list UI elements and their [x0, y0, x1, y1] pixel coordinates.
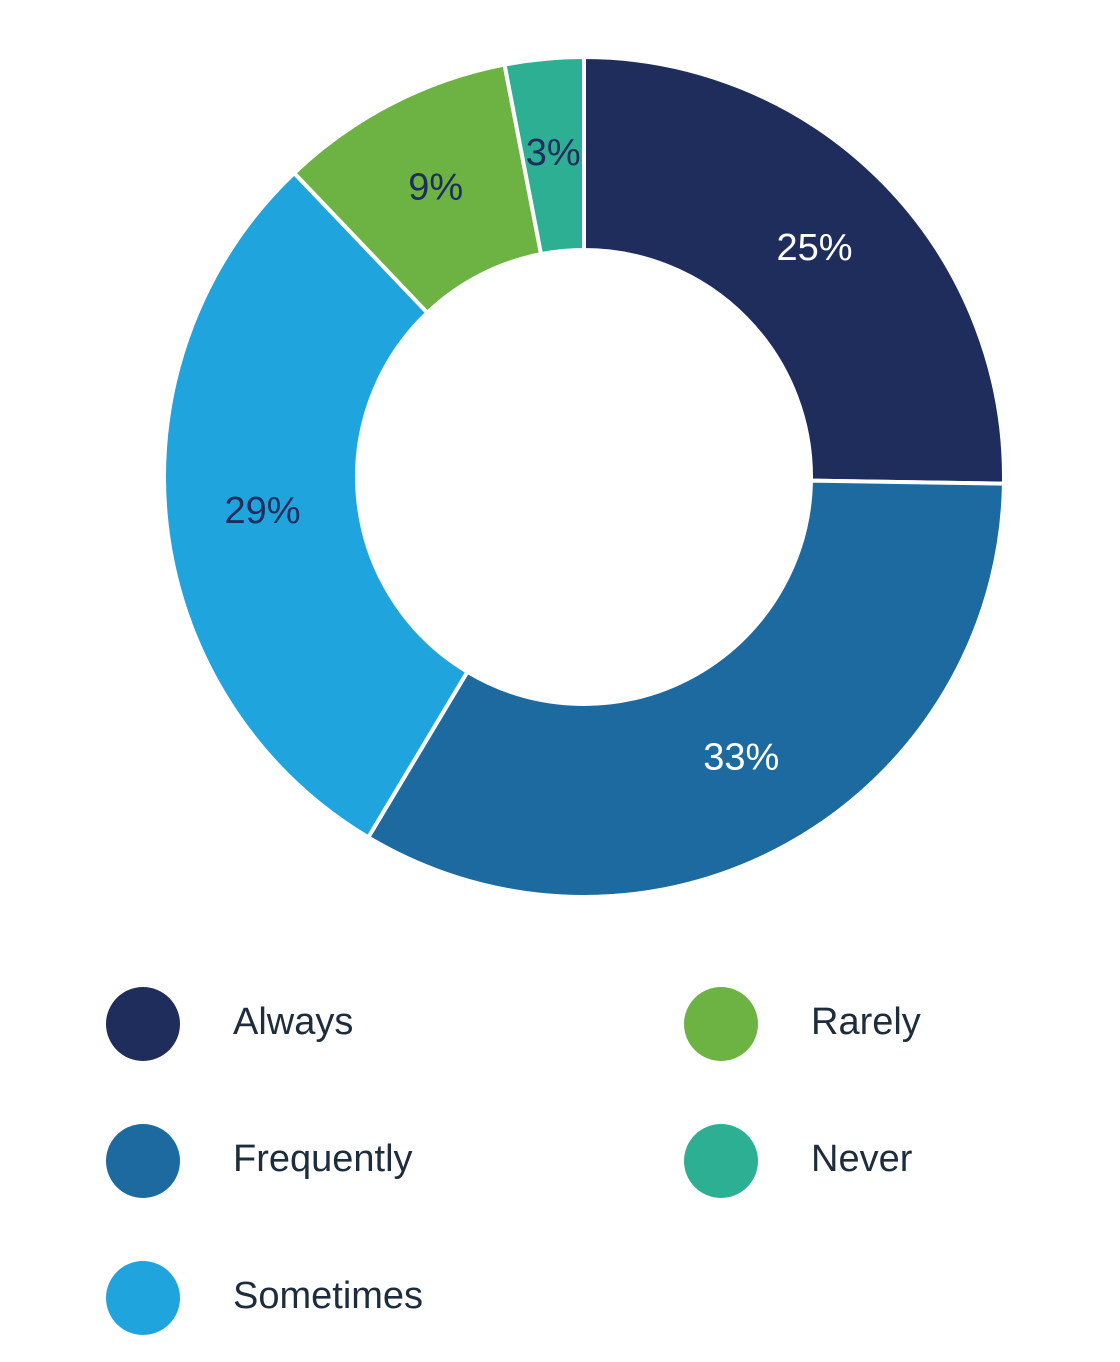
legend-swatch — [106, 987, 180, 1061]
donut-slice — [502, 54, 586, 257]
legend-label: Never — [811, 1138, 913, 1180]
legend-label: Rarely — [811, 1001, 921, 1043]
donut-slice — [582, 54, 1006, 486]
legend-label: Sometimes — [233, 1275, 423, 1317]
legend-label: Frequently — [233, 1138, 413, 1180]
data-label: 25% — [777, 227, 853, 269]
legend-swatch — [684, 1124, 758, 1198]
data-label: 29% — [224, 490, 300, 532]
donut-slice — [365, 478, 1006, 899]
data-label: 33% — [703, 737, 779, 779]
data-label: 3% — [526, 132, 581, 174]
legend-swatch — [106, 1124, 180, 1198]
legend-swatch — [684, 987, 758, 1061]
legend-label: Always — [233, 1001, 353, 1043]
legend-swatch — [106, 1261, 180, 1335]
data-label: 9% — [408, 166, 463, 208]
donut-slice — [162, 170, 471, 841]
